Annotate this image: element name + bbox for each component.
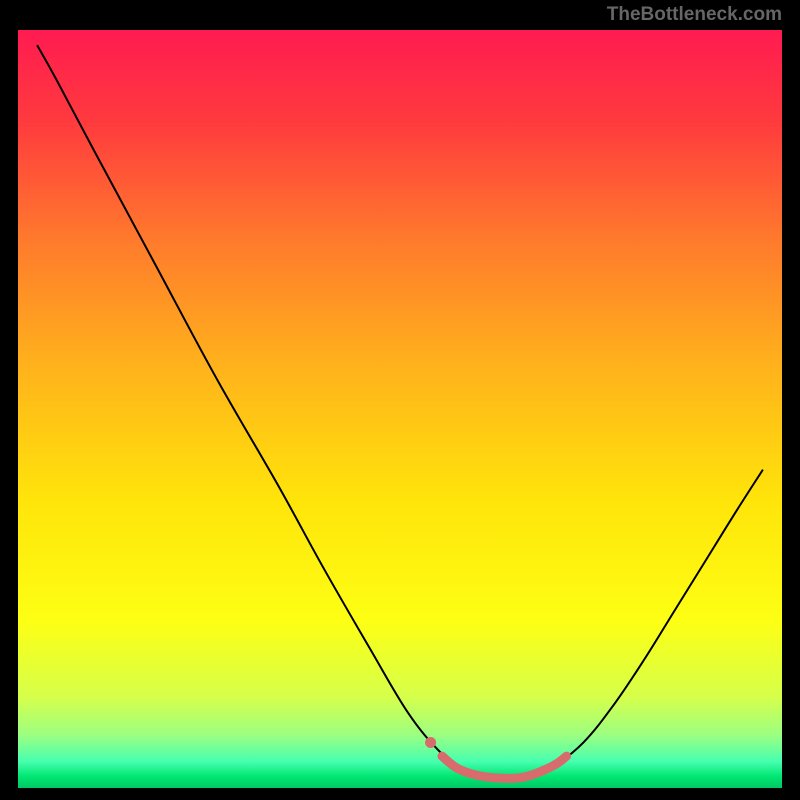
watermark-text: TheBottleneck.com [607,4,782,26]
highlight-dot [425,737,436,748]
gradient-background [18,30,782,788]
chart-plot-area [18,30,782,788]
chart-svg [18,30,782,788]
